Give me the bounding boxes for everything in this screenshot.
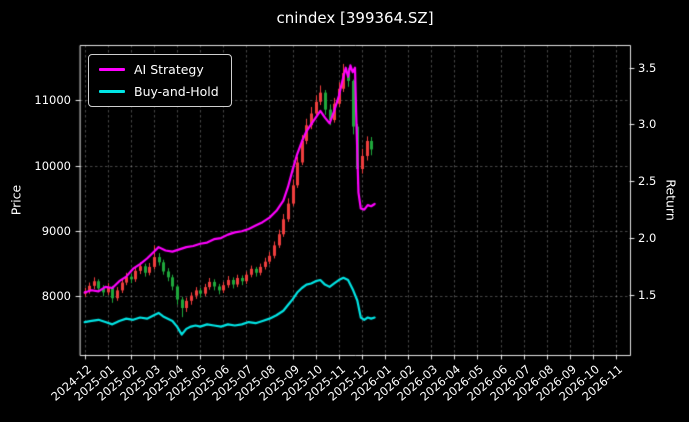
y-axis-label-price: Price [8, 184, 24, 216]
legend-item-buy-and-hold: Buy-and-Hold [99, 84, 219, 99]
ai-strategy-line-swatch [99, 68, 125, 71]
legend: AI Strategy Buy-and-Hold [88, 54, 232, 107]
legend-item-ai-strategy: AI Strategy [99, 62, 219, 77]
buy-and-hold-line-swatch [99, 90, 125, 93]
legend-label: AI Strategy [134, 62, 204, 77]
legend-label: Buy-and-Hold [134, 84, 219, 99]
y-axis-label-return: Return [663, 179, 679, 221]
